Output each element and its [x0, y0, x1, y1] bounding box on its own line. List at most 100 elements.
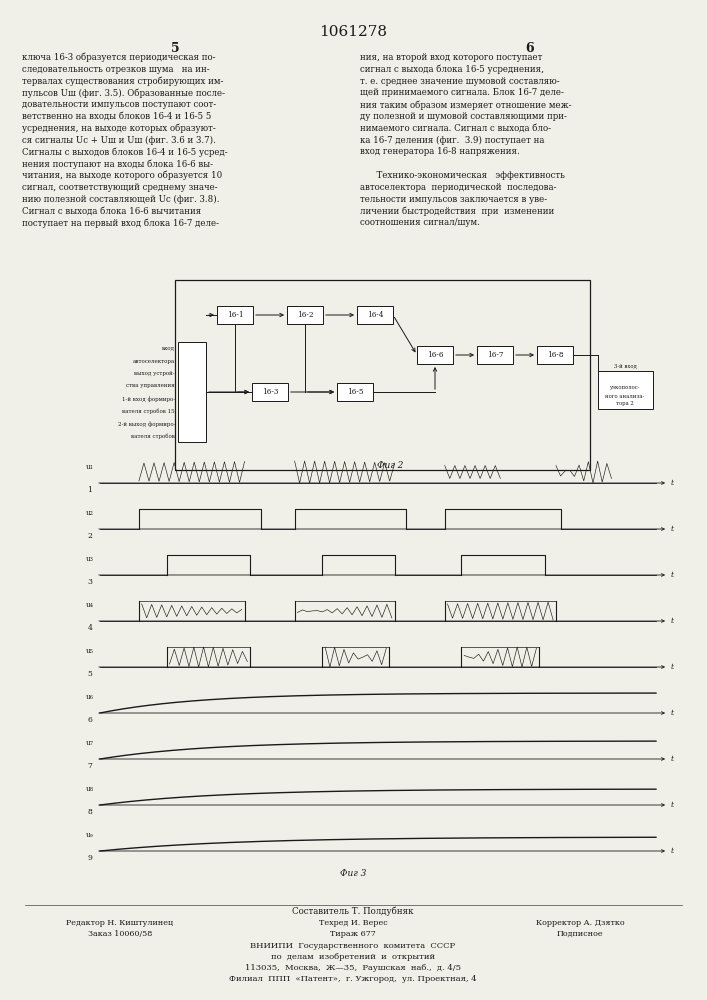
Text: 1-й вход формиро-: 1-й вход формиро- [122, 396, 175, 402]
Text: u₁: u₁ [86, 463, 94, 471]
Text: следовательность отрезков шума   на ин-: следовательность отрезков шума на ин- [22, 65, 209, 74]
Text: нения поступают на входы блока 16-6 вы-: нения поступают на входы блока 16-6 вы- [22, 159, 213, 169]
Text: u₆: u₆ [86, 693, 94, 701]
Text: 2: 2 [88, 532, 93, 540]
Text: вход генератора 16-8 напряжения.: вход генератора 16-8 напряжения. [360, 147, 520, 156]
Text: ства управления: ства управления [127, 383, 175, 388]
Text: u₇: u₇ [86, 739, 94, 747]
Bar [175, 280, 590, 470]
Text: 6: 6 [526, 42, 534, 55]
Text: u₄: u₄ [86, 601, 94, 609]
Text: тервалах существования стробирующих им-: тервалах существования стробирующих им- [22, 77, 223, 86]
Text: 1: 1 [88, 486, 93, 494]
Text: тельности импульсов заключается в уве-: тельности импульсов заключается в уве- [360, 195, 547, 204]
Text: вателя стробов: вателя стробов [131, 434, 175, 439]
Text: пульсов Uш (фиг. 3.5). Образованные после-: пульсов Uш (фиг. 3.5). Образованные посл… [22, 88, 225, 98]
Text: довательности импульсов поступают соот-: довательности импульсов поступают соот- [22, 100, 216, 109]
Text: ка 16-7 деления (фиг.  3.9) поступает на: ка 16-7 деления (фиг. 3.9) поступает на [360, 136, 544, 145]
Text: 16-5: 16-5 [346, 388, 363, 396]
Text: ду полезной и шумовой составляющими при-: ду полезной и шумовой составляющими при- [360, 112, 567, 121]
Text: 5: 5 [170, 42, 180, 55]
Text: нию полезной составляющей Uс (фиг. 3.8).: нию полезной составляющей Uс (фиг. 3.8). [22, 195, 219, 204]
Text: т. е. среднее значение шумовой составляю-: т. е. среднее значение шумовой составляю… [360, 77, 560, 86]
Text: Фиг 3: Фиг 3 [340, 869, 366, 878]
Text: ключа 16-3 образуется периодическая по-: ключа 16-3 образуется периодическая по- [22, 53, 216, 62]
Text: ВНИИПИ  Государственного  комитета  СССР: ВНИИПИ Государственного комитета СССР [250, 942, 455, 950]
Text: 4: 4 [88, 624, 93, 632]
Text: t: t [671, 663, 674, 671]
Text: ся сигналы Uс + Uш и Uш (фиг. 3.6 и 3.7).: ся сигналы Uс + Uш и Uш (фиг. 3.6 и 3.7)… [22, 136, 216, 145]
Bar [217, 306, 253, 324]
Text: ного анализа-: ного анализа- [605, 393, 645, 398]
Text: вход: вход [162, 346, 175, 351]
Bar [417, 346, 453, 364]
Text: u₈: u₈ [86, 785, 94, 793]
Bar [178, 342, 206, 442]
Text: 9: 9 [88, 854, 93, 862]
Text: щей принимаемого сигнала. Блок 16-7 деле-: щей принимаемого сигнала. Блок 16-7 деле… [360, 88, 564, 97]
Text: t: t [671, 479, 674, 487]
Text: читания, на выходе которого образуется 10: читания, на выходе которого образуется 1… [22, 171, 222, 180]
Text: соотношения сигнал/шум.: соотношения сигнал/шум. [360, 218, 480, 227]
Text: t: t [671, 755, 674, 763]
Text: Составитель Т. Полдубняк: Составитель Т. Полдубняк [292, 907, 414, 916]
Text: ния таким образом измеряет отношение меж-: ния таким образом измеряет отношение меж… [360, 100, 571, 110]
Text: Техред И. Верес: Техред И. Верес [319, 919, 387, 927]
Text: узкополос-: узкополос- [610, 385, 640, 390]
Text: 16-7: 16-7 [486, 351, 503, 359]
Text: сигнал с выхода блока 16-5 усреднения,: сигнал с выхода блока 16-5 усреднения, [360, 65, 544, 74]
Text: Корректор А. Дзятко: Корректор А. Дзятко [536, 919, 624, 927]
Bar [537, 346, 573, 364]
Text: нимаемого сигнала. Сигнал с выхода бло-: нимаемого сигнала. Сигнал с выхода бло- [360, 124, 551, 133]
Text: по  делам  изобретений  и  открытий: по делам изобретений и открытий [271, 953, 435, 961]
Bar [477, 346, 513, 364]
Text: Подписное: Подписное [556, 930, 603, 938]
Text: сигнал, соответствующий среднему значе-: сигнал, соответствующий среднему значе- [22, 183, 218, 192]
Bar [337, 383, 373, 401]
Text: 16-4: 16-4 [367, 311, 383, 319]
Text: Филиал  ППП  «Патент»,  г. Ужгород,  ул. Проектная, 4: Филиал ППП «Патент», г. Ужгород, ул. Про… [229, 975, 477, 983]
Text: Фиг 2: Фиг 2 [377, 461, 403, 470]
Text: t: t [671, 571, 674, 579]
Text: Сигнал с выхода блока 16-6 вычитания: Сигнал с выхода блока 16-6 вычитания [22, 206, 201, 215]
Bar [287, 306, 323, 324]
Text: u₃: u₃ [86, 555, 94, 563]
Text: личении быстродействия  при  изменении: личении быстродействия при изменении [360, 206, 554, 216]
Bar [252, 383, 288, 401]
Bar [597, 371, 653, 409]
Text: 16-8: 16-8 [547, 351, 563, 359]
Text: uₔ: uₔ [86, 831, 94, 839]
Text: Технико-экономическая   эффективность: Технико-экономическая эффективность [360, 171, 565, 180]
Text: тора 2: тора 2 [616, 401, 634, 406]
Text: выход устрой-: выход устрой- [134, 371, 175, 376]
Text: 16-2: 16-2 [297, 311, 313, 319]
Text: Сигналы с выходов блоков 16-4 и 16-5 усред-: Сигналы с выходов блоков 16-4 и 16-5 уср… [22, 147, 228, 157]
Text: Заказ 10060/58: Заказ 10060/58 [88, 930, 152, 938]
Text: 5: 5 [88, 670, 93, 678]
Text: 2-й выход формиро-: 2-й выход формиро- [117, 421, 175, 427]
Text: автоселектора  периодической  последова-: автоселектора периодической последова- [360, 183, 556, 192]
Text: 113035,  Москва,  Ж—35,  Раушская  наб.,  д. 4/5: 113035, Москва, Ж—35, Раушская наб., д. … [245, 964, 461, 972]
Text: 8: 8 [88, 808, 93, 816]
Text: t: t [671, 801, 674, 809]
Text: вателя стробов 15: вателя стробов 15 [122, 408, 175, 414]
Text: t: t [671, 525, 674, 533]
Text: 16-6: 16-6 [427, 351, 443, 359]
Text: Редактор Н. Киштулинец: Редактор Н. Киштулинец [66, 919, 173, 927]
Text: ния, на второй вход которого поступает: ния, на второй вход которого поступает [360, 53, 542, 62]
Text: 3: 3 [88, 578, 93, 586]
Text: 3-й вход: 3-й вход [614, 364, 636, 369]
Text: 16-3: 16-3 [262, 388, 278, 396]
Text: 1061278: 1061278 [319, 25, 387, 39]
Text: u₂: u₂ [86, 509, 94, 517]
Bar [357, 306, 393, 324]
Text: t: t [671, 847, 674, 855]
Text: 7: 7 [88, 762, 93, 770]
Text: ветственно на входы блоков 16-4 и 16-5 5: ветственно на входы блоков 16-4 и 16-5 5 [22, 112, 211, 121]
Text: 16-1: 16-1 [227, 311, 243, 319]
Text: усреднения, на выходе которых образуют-: усреднения, на выходе которых образуют- [22, 124, 216, 133]
Text: 6: 6 [88, 716, 93, 724]
Text: поступает на первый вход блока 16-7 деле-: поступает на первый вход блока 16-7 деле… [22, 218, 219, 228]
Text: t: t [671, 709, 674, 717]
Text: u₅: u₅ [86, 647, 94, 655]
